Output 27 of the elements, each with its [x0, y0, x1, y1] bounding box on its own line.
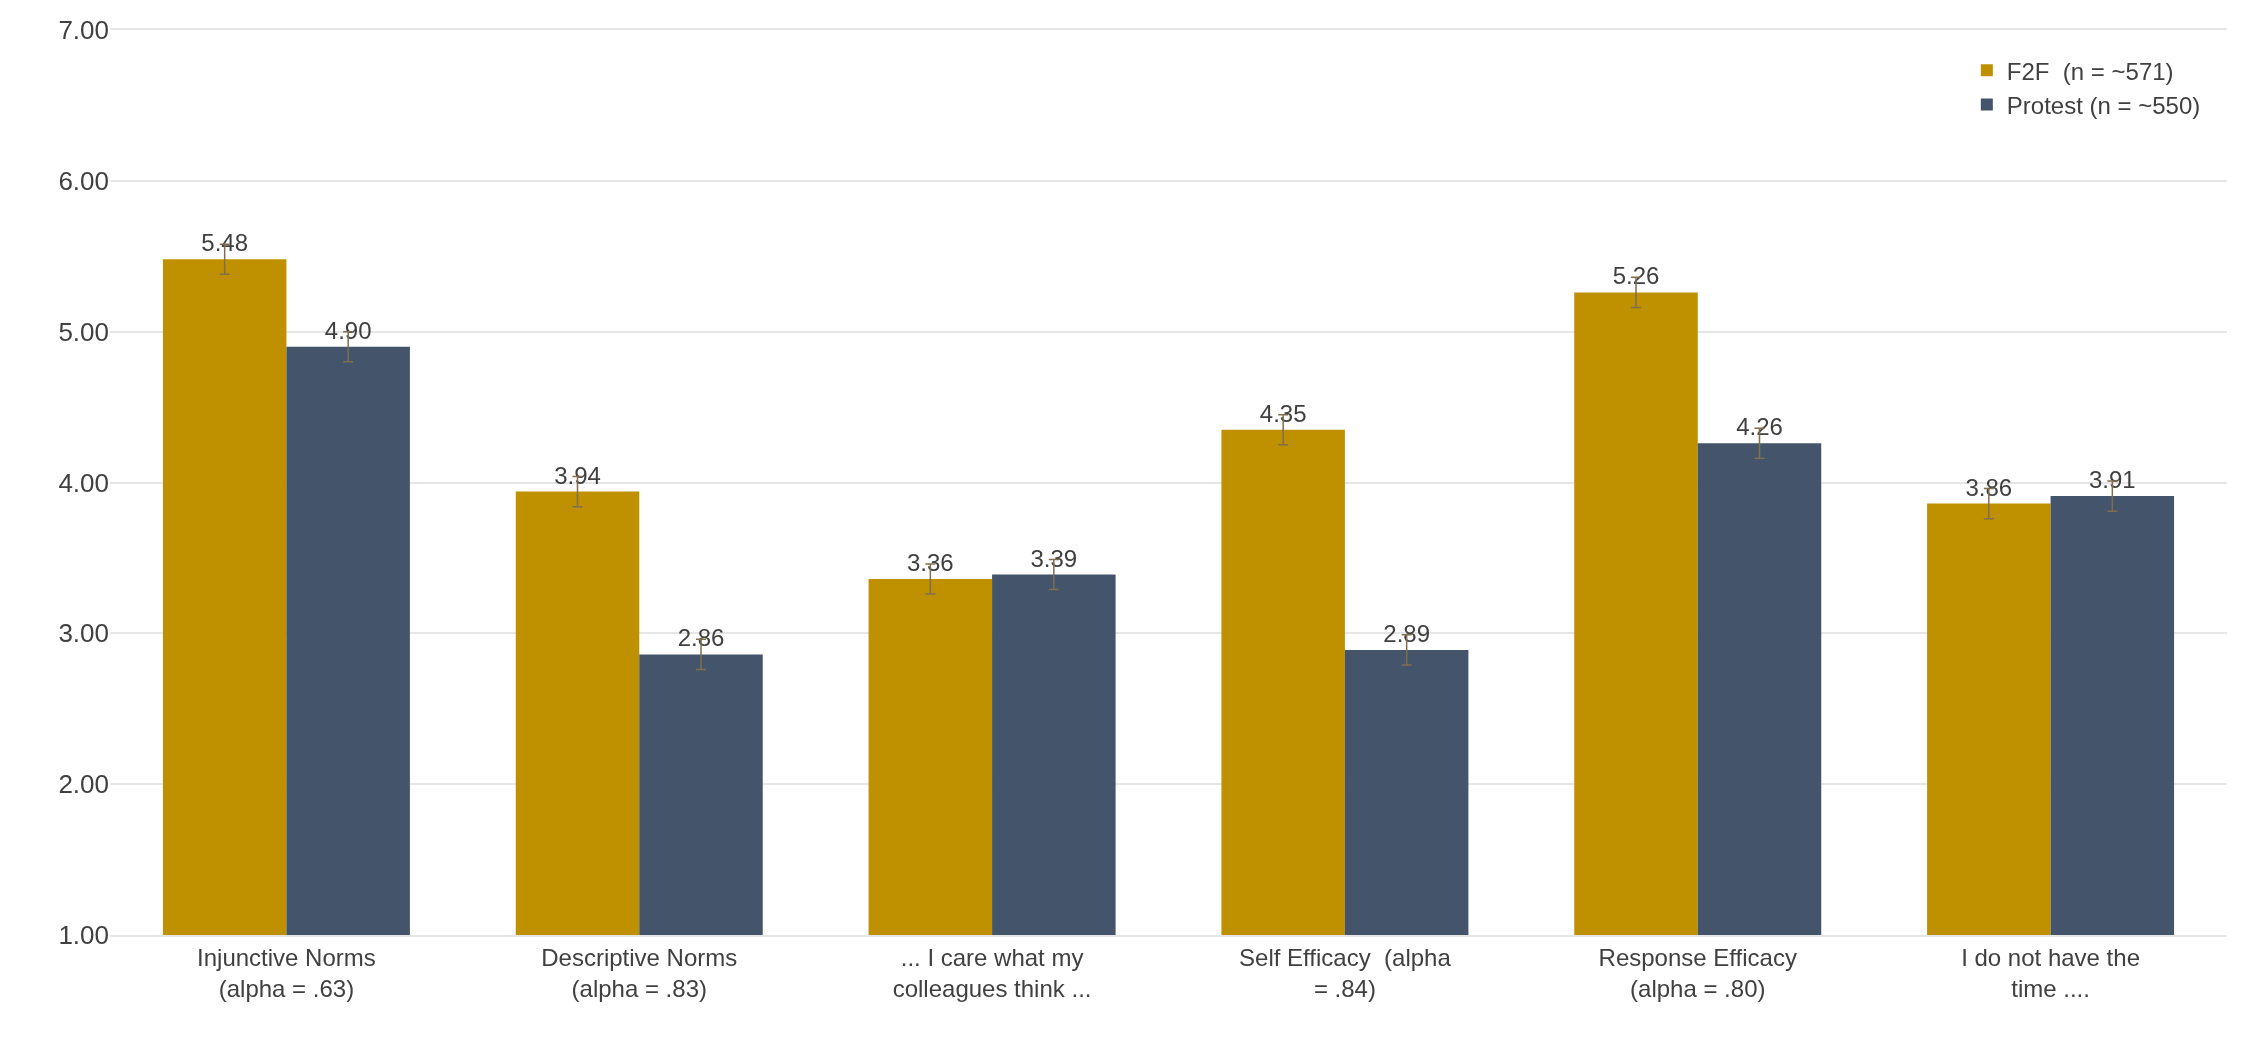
- data-label: 2.86: [677, 624, 725, 652]
- x-tick-label: Descriptive Norms (alpha = .83): [541, 943, 738, 1002]
- data-label: 4.90: [324, 316, 372, 344]
- x-tick-label: I do not have the time ....: [1961, 943, 2140, 1002]
- data-label: 5.26: [1612, 262, 1660, 290]
- y-tick-label: 5.00: [58, 316, 109, 347]
- y-tick-label: 2.00: [58, 769, 109, 800]
- data-label: 4.35: [1259, 399, 1307, 427]
- legend-label: Protest (n = ~550): [2006, 91, 2201, 119]
- data-label: 3.86: [1965, 473, 2013, 501]
- y-tick-label: 6.00: [58, 165, 109, 196]
- data-label: 5.48: [201, 229, 249, 257]
- y-tick-label: 1.00: [58, 920, 109, 951]
- data-label: 3.36: [906, 549, 954, 577]
- y-tick-label: 3.00: [58, 618, 109, 649]
- data-label: 4.26: [1736, 413, 1783, 441]
- legend-label: F2F (n = ~571): [2006, 57, 2174, 85]
- x-tick-label: Self Efficacy (alpha = .84): [1239, 943, 1452, 1002]
- x-tick-label: Injunctive Norms (alpha = .63): [197, 943, 376, 1002]
- data-label: 2.89: [1383, 619, 1431, 647]
- y-tick-label: 7.00: [58, 15, 109, 46]
- data-label: 3.94: [554, 461, 601, 489]
- data-label: 3.39: [1030, 544, 1078, 572]
- y-tick-label: 4.00: [58, 467, 109, 498]
- x-tick-label: ... I care what my colleagues think ...: [892, 943, 1092, 1002]
- x-tick-label: Response Efficacy (alpha = .80): [1598, 943, 1797, 1002]
- data-label: 3.91: [2088, 466, 2136, 494]
